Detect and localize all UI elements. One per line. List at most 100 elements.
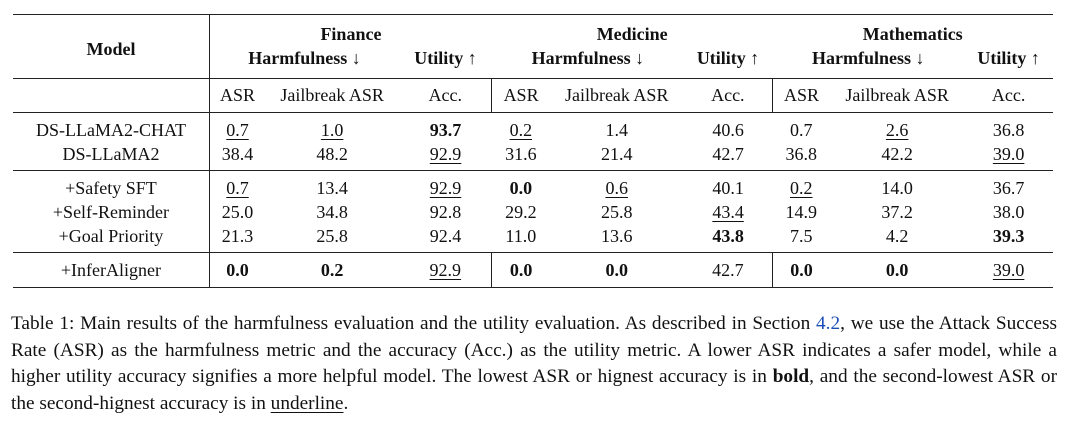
value-cell: 39.0 — [964, 252, 1053, 288]
value-text: 0.0 — [885, 259, 909, 280]
value-cell: 0.0 — [208, 252, 266, 288]
model-name-cell: DS-LLaMA2-CHAT — [13, 112, 210, 142]
value-text: 2.6 — [885, 119, 909, 140]
caption-text: , and the second-lowest ASR or the secon… — [11, 366, 1057, 414]
value-text: 39.0 — [992, 259, 1025, 280]
subheader-cell: Acc. — [399, 78, 492, 113]
value-cell: 34.8 — [265, 200, 399, 224]
value-text: 13.6 — [600, 225, 633, 246]
value-text: 34.8 — [316, 201, 348, 222]
value-text: 0.7 — [226, 119, 249, 140]
value-cell: 37.2 — [830, 200, 964, 224]
domain-finance: Finance — [208, 14, 492, 48]
value-text: 14.9 — [785, 201, 818, 222]
value-cell: 29.2 — [492, 200, 550, 224]
model-name-cell: +Safety SFT — [13, 170, 210, 200]
value-text: 92.8 — [429, 201, 462, 222]
value-cell: 42.2 — [830, 142, 964, 171]
value-cell: 0.7 — [208, 170, 266, 200]
value-text: 25.8 — [316, 225, 348, 246]
value-cell: 42.7 — [684, 142, 773, 171]
value-text: 92.9 — [429, 259, 462, 280]
utility-header-mathematics: Utility ↑ — [977, 48, 1040, 68]
value-cell: 36.8 — [772, 142, 830, 171]
value-text: 1.0 — [320, 119, 344, 140]
domain-header-row: Model Finance Medicine Mathematics — [13, 14, 1053, 59]
value-text: 39.3 — [992, 225, 1025, 246]
value-text: 4.2 — [885, 225, 909, 246]
value-cell: 36.8 — [964, 112, 1053, 142]
value-cell: 1.4 — [549, 112, 684, 142]
subheader-cell: ASR — [491, 78, 550, 113]
subheader-cell: ASR — [208, 78, 266, 113]
value-cell: 40.6 — [683, 112, 773, 142]
value-text: 92.4 — [429, 225, 462, 246]
value-cell: 4.2 — [830, 224, 964, 253]
results-table: Model Finance Medicine Mathematics Harmf… — [13, 14, 1053, 288]
value-text: 0.7 — [790, 119, 813, 140]
utility-header-finance: Utility ↑ — [414, 48, 477, 68]
value-cell: 92.8 — [399, 200, 492, 224]
value-cell: 13.4 — [265, 170, 400, 200]
value-text: 0.0 — [509, 177, 533, 198]
caption-text: . — [343, 392, 349, 414]
value-text: 25.8 — [600, 201, 633, 222]
value-cell: 0.0 — [491, 170, 550, 200]
value-cell: 13.6 — [550, 224, 684, 253]
value-text: 38.4 — [221, 143, 254, 164]
value-cell: 92.9 — [399, 142, 492, 171]
value-cell: 0.6 — [549, 170, 684, 200]
value-cell: 42.7 — [683, 252, 773, 288]
value-text: 37.2 — [881, 201, 913, 222]
caption-underline-word: underline — [270, 392, 344, 414]
value-cell: 39.3 — [964, 224, 1053, 253]
value-text: 0.2 — [790, 177, 813, 198]
table-row: DS-LLaMA2-CHAT 0.7 1.0 93.7 0.2 1.4 40.6 0.7 2.6… — [13, 112, 1053, 142]
value-cell: 21.4 — [550, 142, 684, 171]
harmfulness-header-finance: Harmfulness ↓ — [208, 48, 400, 79]
model-header: Model — [86, 38, 136, 59]
value-cell: 7.5 — [772, 224, 830, 253]
value-cell: 14.9 — [772, 200, 830, 224]
value-text: 11.0 — [505, 225, 537, 246]
value-text: 0.6 — [605, 177, 628, 198]
value-text: 42.7 — [712, 259, 744, 280]
value-text: 40.6 — [712, 119, 744, 140]
subheader-cell: ASR — [771, 78, 831, 113]
value-text: 21.3 — [221, 225, 254, 246]
value-text: 0.0 — [509, 259, 533, 280]
table-caption: Table 1: Main results of the harmfulness… — [11, 311, 1057, 417]
table-row: +InferAligner 0.0 0.2 92.9 0.0 0.0 42.7 0.0 0.0 3… — [13, 252, 1053, 288]
table-row: +Self-Reminder 25.0 34.8 92.8 29.2 25.8 43.4 14… — [13, 200, 1053, 224]
value-text: 42.7 — [712, 143, 744, 164]
value-cell: 0.7 — [772, 112, 831, 142]
metric-header-row: Harmfulness ↓ Utility ↑ Harmfulness ↓ Ut… — [13, 48, 1053, 79]
value-cell: 92.4 — [399, 224, 492, 253]
subheader-cell: Jailbreak ASR — [830, 78, 965, 113]
value-text: 92.9 — [429, 177, 462, 198]
value-cell: 0.0 — [830, 252, 965, 288]
value-cell: 36.7 — [964, 170, 1053, 200]
value-text: 92.9 — [429, 143, 462, 164]
value-cell: 92.9 — [399, 252, 492, 288]
value-text: 29.2 — [505, 201, 537, 222]
value-cell: 11.0 — [492, 224, 550, 253]
value-text: 0.2 — [509, 119, 533, 140]
value-cell: 43.8 — [684, 224, 773, 253]
domain-mathematics: Mathematics — [862, 23, 963, 44]
value-cell: 38.0 — [964, 200, 1053, 224]
value-cell: 0.7 — [208, 112, 266, 142]
value-text: 36.7 — [992, 177, 1025, 198]
value-text: 0.0 — [790, 259, 813, 280]
model-name-cell: DS-LLaMA2 — [62, 143, 160, 164]
value-cell: 93.7 — [399, 112, 492, 142]
value-cell: 0.0 — [771, 252, 831, 288]
value-text: 93.7 — [429, 119, 462, 140]
value-text: 42.2 — [881, 143, 913, 164]
subheader-cell: Jailbreak ASR — [549, 78, 684, 113]
harmfulness-header-medicine: Harmfulness ↓ — [531, 48, 645, 68]
value-text: 48.2 — [316, 143, 348, 164]
section-link[interactable]: 4.2 — [816, 313, 841, 334]
value-text: 14.0 — [881, 177, 913, 198]
value-cell: 25.0 — [208, 200, 266, 224]
